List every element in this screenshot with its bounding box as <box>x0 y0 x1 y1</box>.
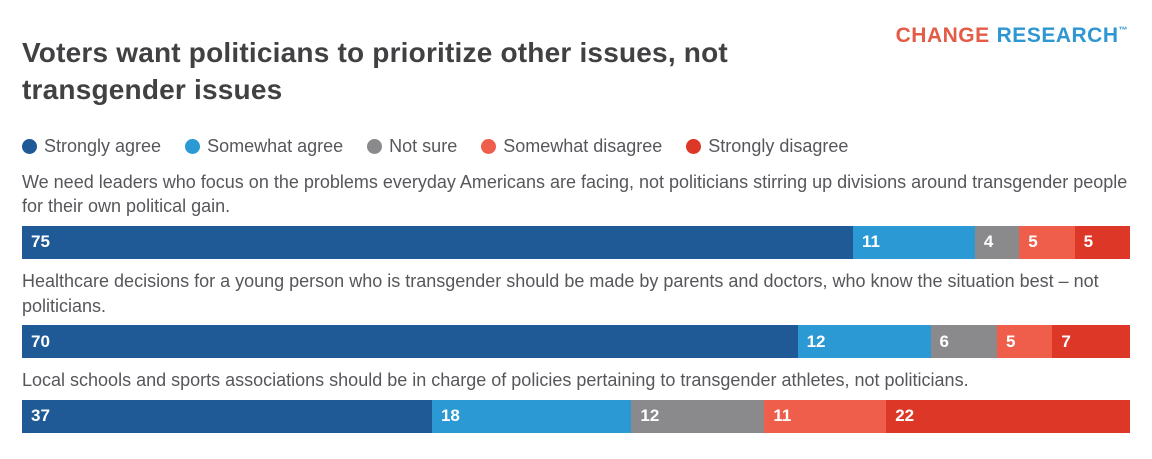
segment-value-label: 37 <box>31 406 50 426</box>
legend-label: Not sure <box>389 135 458 156</box>
segment-value-label: 4 <box>983 232 994 252</box>
bar-segment-strongly-disagree: 22 <box>886 399 1130 433</box>
segment-value-label: 75 <box>31 232 50 252</box>
legend-item-strongly-disagree: Strongly disagree <box>686 136 848 157</box>
segment-value-label: 12 <box>640 406 660 426</box>
segment-value-label: 18 <box>440 406 460 426</box>
legend-item-strongly-agree: Strongly agree <box>22 136 161 157</box>
legend-dot-icon <box>22 138 37 154</box>
bar-segment-strongly-disagree: 5 <box>1074 225 1130 259</box>
question-text: Local schools and sports associations sh… <box>22 370 969 391</box>
segment-value-label: 5 <box>1028 232 1038 252</box>
bar-segment-not-sure: 4 <box>974 225 1020 259</box>
segment-value-label: 5 <box>1083 232 1094 252</box>
legend-item-not-sure: Not sure <box>367 136 457 157</box>
segment-value-label: 5 <box>1006 331 1016 351</box>
logo-word-research: RESEARCH <box>996 24 1119 47</box>
bar-segment-strongly-disagree: 7 <box>1052 325 1130 359</box>
bar-segment-somewhat-agree: 18 <box>431 399 632 433</box>
legend-dot-icon <box>185 138 201 154</box>
bar-segment-not-sure: 6 <box>930 325 998 359</box>
legend-label: Strongly disagree <box>708 135 849 156</box>
chart-rows: We need leaders who focus on the problem… <box>22 170 1130 433</box>
page-title: Voters want politicians to prioritize ot… <box>22 36 728 105</box>
legend-dot-icon <box>481 138 497 154</box>
bar-segment-somewhat-agree: 12 <box>797 325 931 359</box>
legend-label: Strongly agree <box>44 135 162 156</box>
bar-segment-not-sure: 12 <box>631 399 765 433</box>
segment-value-label: 22 <box>895 406 915 426</box>
bar-segment-strongly-agree: 75 <box>22 225 853 259</box>
bar-segment-somewhat-disagree: 5 <box>997 325 1053 359</box>
segment-value-label: 11 <box>773 406 792 426</box>
legend: Strongly agree Somewhat agree Not sure Some… <box>22 136 1130 157</box>
legend-label: Somewhat disagree <box>503 135 663 156</box>
change-research-logo: CHANGE RESEARCH™ <box>896 24 1128 48</box>
bar-segment-somewhat-agree: 11 <box>853 225 975 259</box>
legend-dot-icon <box>686 138 702 154</box>
question-text: Healthcare decisions for a young person … <box>22 270 1099 316</box>
logo-word-change: CHANGE <box>895 24 990 47</box>
legend-label: Somewhat agree <box>207 135 344 156</box>
bar-segment-strongly-agree: 37 <box>22 399 432 433</box>
trademark-symbol: ™ <box>1118 25 1128 35</box>
stacked-bar: 75 11 4 5 5 <box>22 225 1130 259</box>
legend-item-somewhat-agree: Somewhat agree <box>185 136 343 157</box>
segment-value-label: 7 <box>1061 331 1071 351</box>
stacked-bar: 70 12 6 5 7 <box>22 325 1130 359</box>
segment-value-label: 12 <box>806 331 826 351</box>
question-text: We need leaders who focus on the problem… <box>22 171 1128 217</box>
segment-value-label: 11 <box>862 232 880 252</box>
bar-segment-somewhat-disagree: 11 <box>764 399 887 433</box>
legend-item-somewhat-disagree: Somewhat disagree <box>481 136 662 157</box>
legend-dot-icon <box>367 138 383 154</box>
bar-segment-somewhat-disagree: 5 <box>1019 225 1075 259</box>
stacked-bar: 37 18 12 11 22 <box>22 399 1130 433</box>
segment-value-label: 6 <box>939 331 950 351</box>
bar-segment-strongly-agree: 70 <box>22 325 798 359</box>
segment-value-label: 70 <box>31 331 50 351</box>
